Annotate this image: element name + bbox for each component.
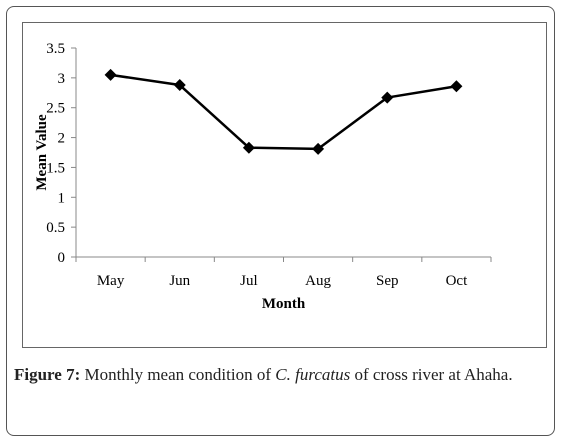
x-tick-label: Oct xyxy=(446,273,468,289)
x-tick-label: Sep xyxy=(376,273,399,289)
x-tick-label: May xyxy=(97,273,125,289)
figure-frame: 0 0.5 1 1.5 2 2.5 3 3.5 May Jun Jul Aug Sep Oct Month M… xyxy=(6,6,555,436)
x-tick-label: Jul xyxy=(240,273,258,289)
x-tick-label: Aug xyxy=(305,273,331,289)
y-tick-label: 2.5 xyxy=(46,101,65,117)
figure-caption: Figure 7: Monthly mean condition of C. f… xyxy=(14,362,548,387)
data-point-marker xyxy=(173,79,186,92)
caption-label: Figure 7: xyxy=(14,365,81,384)
chart-area: 0 0.5 1 1.5 2 2.5 3 3.5 May Jun Jul Aug Sep Oct Month M… xyxy=(22,22,547,348)
data-point-marker xyxy=(312,142,325,155)
y-tick-label: 3 xyxy=(58,71,66,87)
y-tick-label: 2 xyxy=(58,131,66,147)
line-chart: 0 0.5 1 1.5 2 2.5 3 3.5 May Jun Jul Aug Sep Oct Month M… xyxy=(34,41,492,312)
x-axis-title: Month xyxy=(262,296,306,312)
caption-text-before: Monthly mean condition of xyxy=(80,365,276,384)
data-point-marker xyxy=(242,141,255,154)
y-tick-label: 0.5 xyxy=(46,220,65,236)
y-tick-label: 1 xyxy=(58,190,66,206)
data-point-marker xyxy=(381,91,394,104)
y-axis-title: Mean Value xyxy=(34,114,50,191)
data-point-marker xyxy=(450,80,463,93)
data-point-marker xyxy=(104,68,117,81)
series-line xyxy=(110,73,457,151)
y-tick-label: 1.5 xyxy=(46,160,65,176)
x-tick-label: Jun xyxy=(169,273,190,289)
y-tick-label: 0 xyxy=(58,250,66,266)
y-tick-label: 3.5 xyxy=(46,41,65,57)
caption-species: C. furcatus xyxy=(275,365,351,384)
caption-text-after: of cross river at Ahaha. xyxy=(350,365,513,384)
